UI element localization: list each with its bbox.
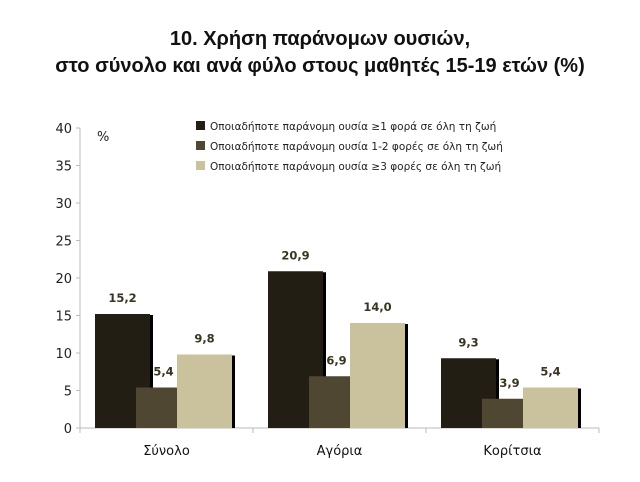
y-axis-unit: % — [97, 130, 109, 145]
y-tick-label: 40 — [55, 122, 72, 137]
data-label: 5,4 — [540, 365, 560, 379]
y-tick-label: 20 — [55, 272, 72, 287]
y-tick-label: 35 — [55, 160, 72, 175]
bar-2-2 — [523, 387, 578, 428]
category-label: Αγόρια — [317, 444, 363, 459]
data-label: 3,9 — [499, 376, 519, 390]
y-tick-label: 30 — [55, 197, 72, 212]
chart-title: 10. Χρήση παράνομων ουσιών, στο σύνολο κ… — [0, 26, 640, 80]
category-label: Κορίτσια — [483, 444, 541, 459]
data-label: 20,9 — [281, 248, 309, 262]
data-label: 6,9 — [326, 353, 346, 367]
y-tick-label: 15 — [55, 310, 72, 325]
data-label: 9,3 — [458, 335, 478, 349]
data-label: 5,4 — [153, 365, 173, 379]
y-tick-label: 25 — [55, 235, 72, 250]
legend-label: Οποιαδήποτε παράνομη ουσία 1-2 φορές σε … — [210, 141, 503, 153]
legend-label: Οποιαδήποτε παράνομη ουσία ≥3 φορές σε ό… — [210, 161, 501, 173]
legend-swatch — [196, 141, 205, 150]
legend-swatch — [196, 121, 205, 130]
bar-2-1 — [350, 323, 405, 428]
title-line-1: 10. Χρήση παράνομων ουσιών, — [169, 28, 471, 50]
y-tick-label: 10 — [55, 347, 72, 362]
legend-label: Οποιαδήποτε παράνομη ουσία ≥1 φορά σε όλ… — [210, 121, 496, 133]
data-label: 14,0 — [363, 300, 391, 314]
y-tick-label: 5 — [64, 385, 72, 400]
bar-2-0 — [177, 354, 232, 428]
data-label: 9,8 — [194, 332, 214, 346]
category-label: Σύνολο — [143, 444, 190, 459]
data-label: 15,2 — [108, 291, 136, 305]
title-line-2: στο σύνολο και ανά φύλο στους μαθητές 15… — [55, 55, 585, 77]
legend-swatch — [196, 161, 205, 170]
y-tick-label: 0 — [64, 422, 72, 437]
